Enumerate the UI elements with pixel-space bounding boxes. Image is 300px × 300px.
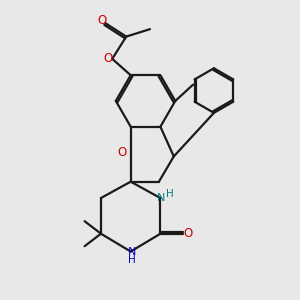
Text: O: O bbox=[98, 14, 107, 27]
Text: N: N bbox=[157, 193, 166, 203]
Text: H: H bbox=[166, 190, 174, 200]
Text: O: O bbox=[183, 227, 193, 240]
Text: N: N bbox=[128, 247, 136, 256]
Text: O: O bbox=[118, 146, 127, 159]
Text: H: H bbox=[128, 255, 136, 265]
Text: O: O bbox=[103, 52, 112, 65]
